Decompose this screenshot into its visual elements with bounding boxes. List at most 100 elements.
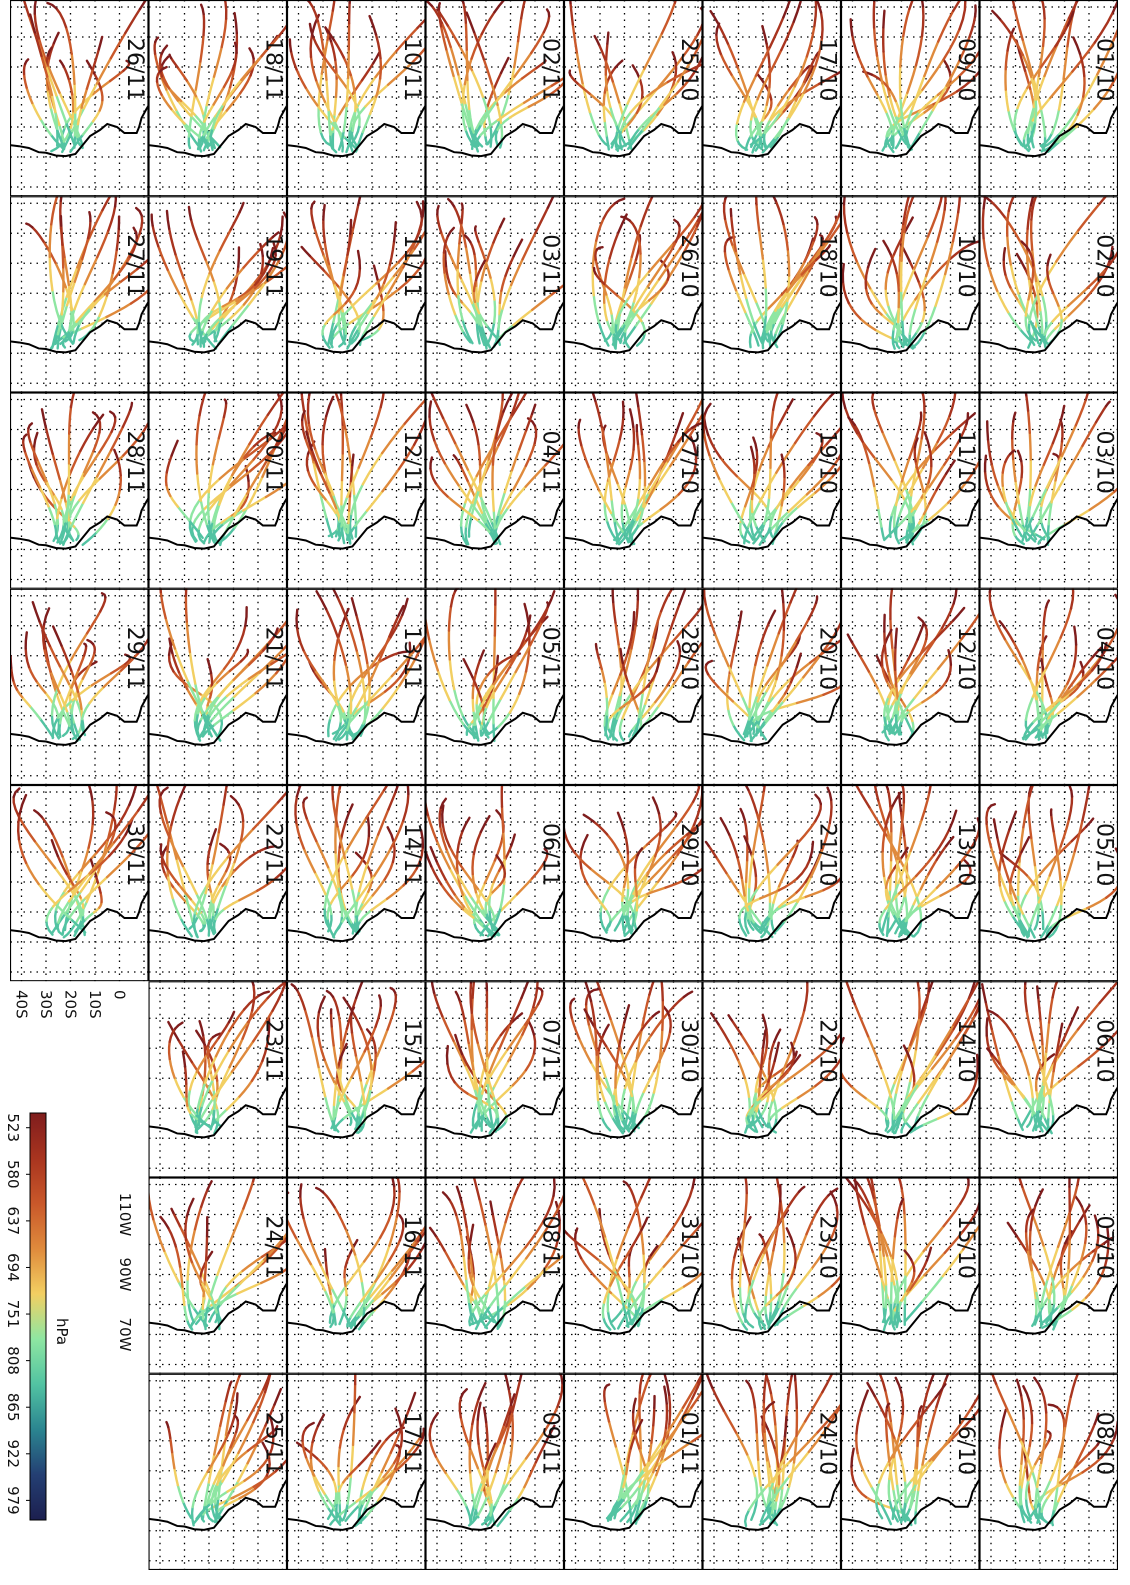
panel-date: 14/11 (399, 823, 424, 886)
trajectory (755, 876, 756, 891)
trajectory (900, 721, 901, 734)
trajectory (282, 1198, 285, 1214)
trajectory (579, 428, 582, 445)
trajectory (456, 992, 460, 1000)
trajectory (1018, 88, 1028, 108)
trajectory (1070, 786, 1072, 796)
trajectory (1062, 425, 1076, 456)
trajectory (487, 242, 494, 260)
trajectory (310, 2, 318, 21)
trajectory (443, 1192, 449, 1199)
panel-date: 27/10 (676, 431, 701, 494)
trajectory (1054, 454, 1059, 457)
trajectory (1047, 1431, 1050, 1433)
trajectory (819, 1286, 832, 1296)
trajectory (797, 1268, 812, 1288)
trajectory (349, 496, 350, 510)
trajectory (899, 1414, 903, 1436)
trajectory (725, 240, 728, 252)
trajectory (454, 455, 457, 458)
trajectory (1119, 1014, 1130, 1029)
trajectory (878, 688, 885, 705)
trajectory (374, 266, 377, 280)
trajectory (716, 857, 726, 873)
trajectory (1013, 459, 1015, 481)
trajectory (848, 635, 852, 643)
trajectory (424, 587, 425, 610)
panel: 13/11 (269, 581, 436, 785)
trajectory (579, 1038, 591, 1062)
trajectory (765, 1432, 767, 1461)
trajectory (608, 718, 611, 728)
trajectory (1048, 1102, 1049, 1117)
panel: 05/11 (408, 564, 575, 785)
trajectory (449, 631, 450, 660)
trajectory (498, 713, 509, 727)
trajectory (764, 771, 766, 791)
trajectory (794, 1361, 796, 1380)
trajectory (1053, 980, 1058, 997)
trajectory (769, 611, 775, 623)
trajectory (490, 1202, 492, 1214)
panel: 08/11 (408, 1159, 585, 1373)
trajectory (336, 79, 337, 97)
trajectory (511, 259, 522, 285)
trajectory (235, 43, 236, 53)
trajectory (728, 44, 738, 68)
trajectory (459, 223, 461, 244)
trajectory (1078, 1362, 1084, 1373)
trajectory (318, 21, 323, 49)
trajectory (446, 1473, 457, 1489)
trajectory (975, 5, 976, 16)
trajectory (888, 789, 891, 806)
trajectory (1049, 905, 1058, 925)
trajectory (728, 709, 733, 725)
trajectory (1044, 607, 1046, 625)
trajectory (756, 204, 759, 230)
trajectory (544, 16, 549, 32)
panel: 27/10 (546, 369, 721, 589)
trajectory (334, 660, 335, 680)
trajectory (608, 883, 624, 897)
trajectory (357, 651, 363, 678)
trajectory (473, 422, 478, 445)
trajectory (427, 383, 432, 396)
trajectory (807, 26, 815, 57)
trajectory (373, 52, 379, 63)
trajectory (886, 1421, 887, 1442)
trajectory (596, 219, 603, 241)
trajectory (335, 1207, 346, 1229)
trajectory (1042, 910, 1043, 929)
trajectory (644, 1254, 645, 1282)
trajectory (886, 888, 887, 900)
trajectory (1029, 813, 1031, 838)
trajectory (448, 496, 463, 508)
trajectory (851, 1449, 853, 1467)
trajectory (469, 1258, 470, 1272)
trajectory (1036, 1487, 1037, 1507)
trajectory (662, 1000, 663, 1030)
trajectory (797, 654, 801, 667)
trajectory (363, 836, 369, 858)
trajectory (764, 1374, 767, 1402)
trajectory (1007, 236, 1010, 265)
trajectory (1016, 188, 1024, 194)
trajectory (1004, 260, 1006, 275)
panel-date: 16/10 (953, 1412, 978, 1475)
trajectory (318, 1012, 319, 1036)
trajectory (461, 1389, 467, 1398)
trajectory (879, 1462, 889, 1483)
trajectory (189, 136, 190, 147)
trajectory (1026, 1217, 1028, 1232)
trajectory (439, 9, 441, 26)
trajectory (785, 1417, 787, 1437)
trajectory (630, 409, 633, 427)
panel: 07/10 (962, 1159, 1129, 1374)
panel: 17/10 (685, 0, 852, 196)
trajectory (706, 186, 709, 201)
trajectory (339, 1448, 340, 1467)
trajectory (842, 859, 843, 870)
panel: 18/10 (685, 172, 859, 392)
trajectory (615, 61, 622, 68)
